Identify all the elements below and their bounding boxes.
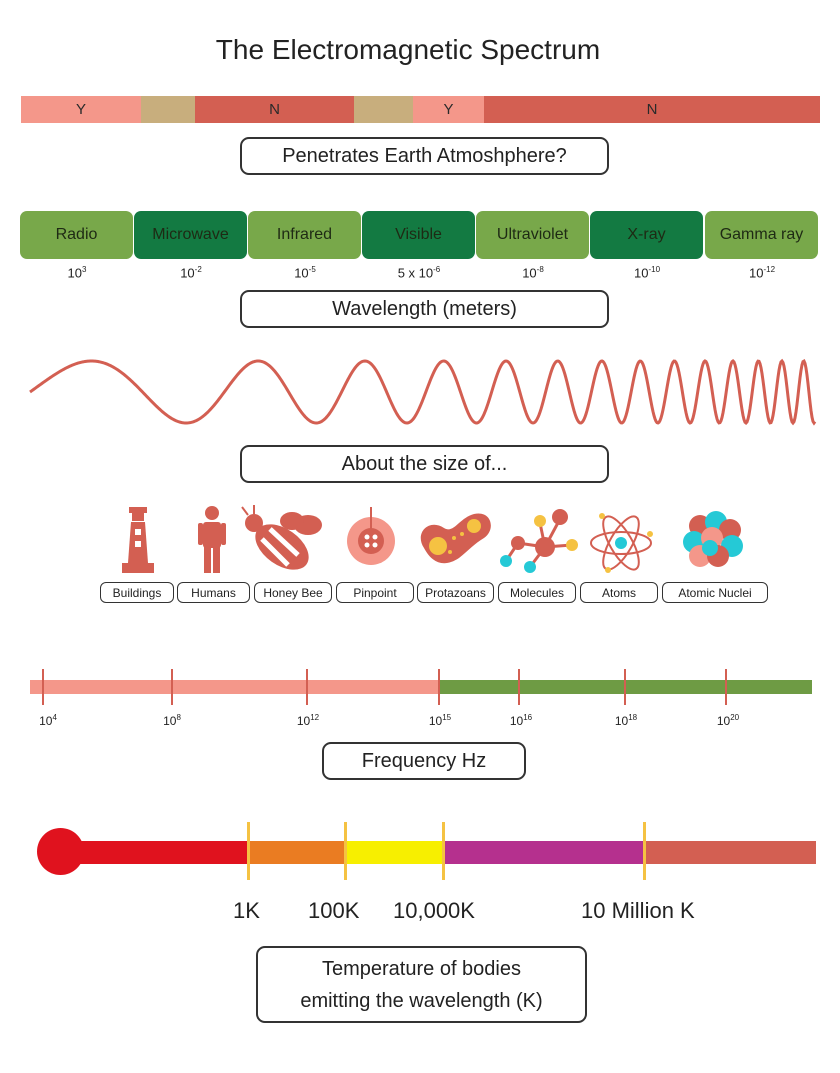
frequency-tick xyxy=(438,669,440,705)
frequency-bar-low xyxy=(30,680,439,694)
temperature-label: 10,000K xyxy=(393,898,475,923)
penetration-caption: Penetrates Earth Atmoshphere? xyxy=(240,137,609,175)
penetration-segment-partial xyxy=(141,96,195,123)
honey-bee-icon xyxy=(241,505,322,570)
size-label-atomic-nuclei: Atomic Nuclei xyxy=(662,582,768,603)
size-label-protazoans: Protazoans xyxy=(417,582,494,603)
frequency-tick xyxy=(624,669,626,705)
band-radio: Radio xyxy=(20,211,133,259)
penetration-segment-no: N xyxy=(484,96,820,123)
wavelength-value: 5 x 10-6 xyxy=(397,265,441,281)
temperature-caption-line2: emitting the wavelength (K) xyxy=(300,989,543,1012)
temperature-marker xyxy=(247,822,250,880)
penetration-segment-partial xyxy=(354,96,413,123)
atomic-nucleus-icon xyxy=(683,511,743,567)
human-icon xyxy=(198,506,226,573)
frequency-label: 1015 xyxy=(428,713,452,728)
temperature-segment xyxy=(345,841,443,864)
temperature-segment xyxy=(78,841,249,864)
size-caption: About the size of... xyxy=(240,445,609,483)
wave-graphic xyxy=(29,358,817,426)
band-ultraviolet: Ultraviolet xyxy=(476,211,589,259)
penetration-segment-yes: Y xyxy=(413,96,484,123)
frequency-tick xyxy=(725,669,727,705)
size-label-atoms: Atoms xyxy=(580,582,658,603)
temperature-marker xyxy=(344,822,347,880)
temperature-label: 100K xyxy=(308,898,360,923)
wavelength-value: 103 xyxy=(67,265,87,281)
frequency-label: 1012 xyxy=(296,713,320,728)
temperature-label: 1K xyxy=(233,898,260,923)
frequency-label: 1020 xyxy=(716,713,740,728)
frequency-tick xyxy=(518,669,520,705)
temperature-segment xyxy=(443,841,644,864)
lighthouse-icon xyxy=(122,507,154,573)
size-label-molecules: Molecules xyxy=(498,582,576,603)
temperature-segment xyxy=(644,841,816,864)
temperature-marker xyxy=(442,822,445,880)
penetration-segment-yes: Y xyxy=(21,96,141,123)
temperature-marker xyxy=(643,822,646,880)
frequency-tick xyxy=(171,669,173,705)
band-gamma-ray: Gamma ray xyxy=(705,211,818,259)
size-label-buildings: Buildings xyxy=(100,582,174,603)
band-x-ray: X-ray xyxy=(590,211,703,259)
band-microwave: Microwave xyxy=(134,211,247,259)
frequency-tick xyxy=(306,669,308,705)
size-label-honey-bee: Honey Bee xyxy=(254,582,332,603)
band-visible: Visible xyxy=(362,211,475,259)
frequency-label: 108 xyxy=(163,713,181,728)
wavelength-value: 10-12 xyxy=(748,265,776,281)
protozoan-icon xyxy=(420,513,491,564)
size-label-humans: Humans xyxy=(177,582,250,603)
band-infrared: Infrared xyxy=(248,211,361,259)
frequency-label: 1018 xyxy=(614,713,638,728)
temperature-caption-line1: Temperature of bodies xyxy=(321,957,521,980)
pinpoint-icon xyxy=(347,507,395,565)
penetration-segment-no: N xyxy=(195,96,354,123)
temperature-bulb xyxy=(37,828,84,875)
size-label-pinpoint: Pinpoint xyxy=(336,582,414,603)
temperature-segment xyxy=(249,841,345,864)
wavelength-value: 10-2 xyxy=(180,265,202,281)
wavelength-value: 10-5 xyxy=(294,265,316,281)
frequency-label: 104 xyxy=(39,713,57,728)
frequency-label: 1016 xyxy=(509,713,533,728)
penetration-bar: Y N Y N xyxy=(21,96,820,123)
wavelength-value: 10-8 xyxy=(522,265,544,281)
wave-line xyxy=(29,358,817,426)
temperature-label: 10 Million K xyxy=(581,898,695,923)
atom-icon xyxy=(590,513,653,573)
wavelength-value: 10-10 xyxy=(633,265,661,281)
wavelength-caption: Wavelength (meters) xyxy=(240,290,609,328)
molecule-icon xyxy=(500,509,578,573)
frequency-caption: Frequency Hz xyxy=(322,742,526,780)
frequency-tick xyxy=(42,669,44,705)
temperature-caption: Temperature of bodies emitting the wavel… xyxy=(256,946,587,1023)
page-title: The Electromagnetic Spectrum xyxy=(215,34,601,65)
